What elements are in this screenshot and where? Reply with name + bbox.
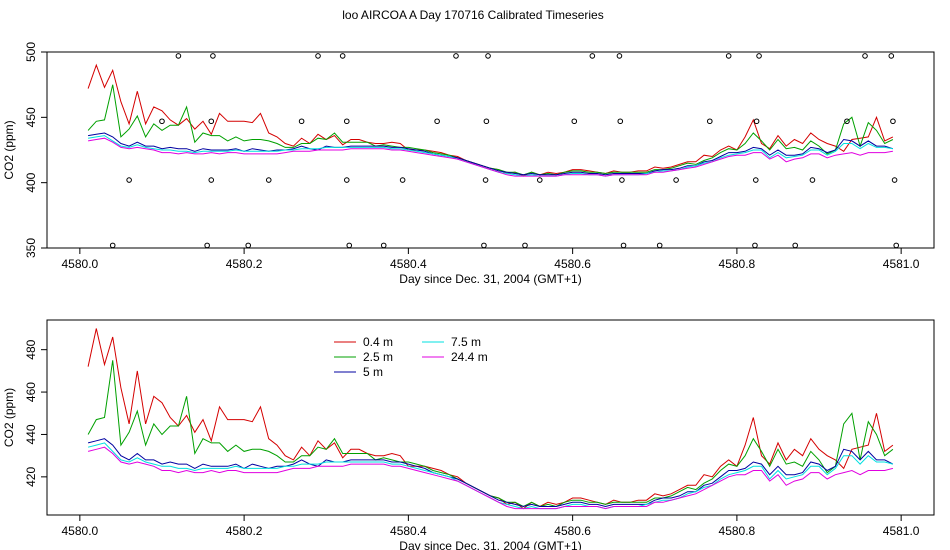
data-point-marker [725,53,732,59]
x-tick-label: 4580.2 [226,257,263,271]
x-tick-label: 4581.0 [883,257,920,271]
data-point-marker [339,53,346,59]
data-point-marker [522,242,528,249]
data-point-marker [893,242,900,249]
data-point-marker [844,118,850,125]
y-tick-label: 460 [24,382,38,402]
series-line-7-5-m [87,442,894,510]
legend: 0.4 m2.5 m5 m 7.5 m24.4 m [334,335,488,379]
data-point-marker [809,177,816,183]
data-point-marker [673,177,679,183]
data-point-marker [481,242,487,249]
data-point-marker [888,53,895,59]
x-tick-label: 4580.6 [554,257,591,271]
x-tick-label: 4580.4 [390,257,427,271]
x-axis-title: Day since Dec. 31, 2004 (GMT+1) [399,272,581,286]
data-point-marker [617,118,624,125]
data-point-marker [616,53,623,59]
x-tick-label: 4580.0 [62,257,99,271]
data-point-marker [752,242,758,249]
bottom-panel: 4580.0 4580.2 4580.4 4580.6 4580.8 4581.0 Day … [2,319,935,550]
y-tick-label: 440 [24,424,38,444]
x-tick-label: 4580.4 [390,524,427,538]
figure-title: loo AIRCOA A Day 170716 Calibrated Times… [342,8,603,22]
data-point-marker [619,177,625,183]
data-point-marker [343,118,350,125]
data-point-marker [245,242,252,249]
x-tick-label: 4580.2 [226,524,263,538]
data-point-marker [346,242,353,249]
data-point-marker [589,53,596,59]
legend-label-0-4-m: 0.4 m [363,335,393,349]
y-tick-label: 350 [24,238,38,258]
data-point-marker [536,177,543,183]
x-tick-label: 4581.0 [883,524,920,538]
data-point-marker [792,242,799,249]
data-point-marker [891,177,898,183]
data-point-marker [890,118,896,125]
data-point-marker [752,177,759,183]
data-point-marker [571,118,578,125]
data-point-marker [483,118,490,125]
data-point-marker [315,53,321,59]
data-point-marker [126,177,132,183]
data-point-marker [753,118,760,125]
plot-frame [46,51,935,249]
series-line-24-4-m [87,446,894,510]
data-point-marker [656,242,663,249]
data-point-marker [706,118,713,125]
series-line-5-m [88,132,894,176]
data-point-marker [453,53,459,59]
data-point-marker [434,118,440,125]
data-point-marker [298,118,305,125]
x-tick-label: 4580.0 [62,524,99,538]
data-point-marker [210,53,216,59]
data-point-marker [204,242,210,249]
legend-label-7-5-m: 7.5 m [451,335,481,349]
data-point-marker [485,53,491,59]
series-line-5-m [87,438,894,508]
y-axis-title: CO2 (ppm) [2,388,16,447]
x-tick-label: 4580.8 [719,257,756,271]
data-point-marker [399,177,406,183]
y-tick-label: 500 [24,42,38,62]
y-tick-label: 400 [24,172,38,192]
legend-label-5-m: 5 m [363,365,383,379]
y-tick-label: 480 [24,339,38,359]
x-tick-label: 4580.8 [719,524,756,538]
series-line-24-4-m [88,137,893,177]
top-panel: 4580.0 4580.2 4580.4 4580.6 4580.8 4581.0 Day … [2,42,935,286]
x-tick-label: 4580.6 [554,524,591,538]
y-axis-title: CO2 (ppm) [2,120,16,179]
data-point-marker [265,177,272,183]
data-point-marker [109,242,116,249]
y-tick-label: 450 [24,107,38,127]
data-point-marker [343,177,350,183]
data-point-marker [175,53,182,59]
data-point-marker [159,118,165,125]
data-point-marker [620,242,627,249]
x-axis-title: Day since Dec. 31, 2004 (GMT+1) [399,539,581,550]
legend-label-2-5-m: 2.5 m [363,350,393,364]
data-point-marker [208,177,215,183]
legend-label-24-4-m: 24.4 m [451,350,488,364]
data-point-marker [380,242,387,249]
series-line-0-4-m [87,328,894,510]
data-point-marker [862,53,868,59]
data-point-marker [482,177,489,183]
data-point-marker [208,118,215,125]
y-tick-label: 420 [24,467,38,487]
plot-frame [46,319,935,516]
data-point-marker [756,53,762,59]
